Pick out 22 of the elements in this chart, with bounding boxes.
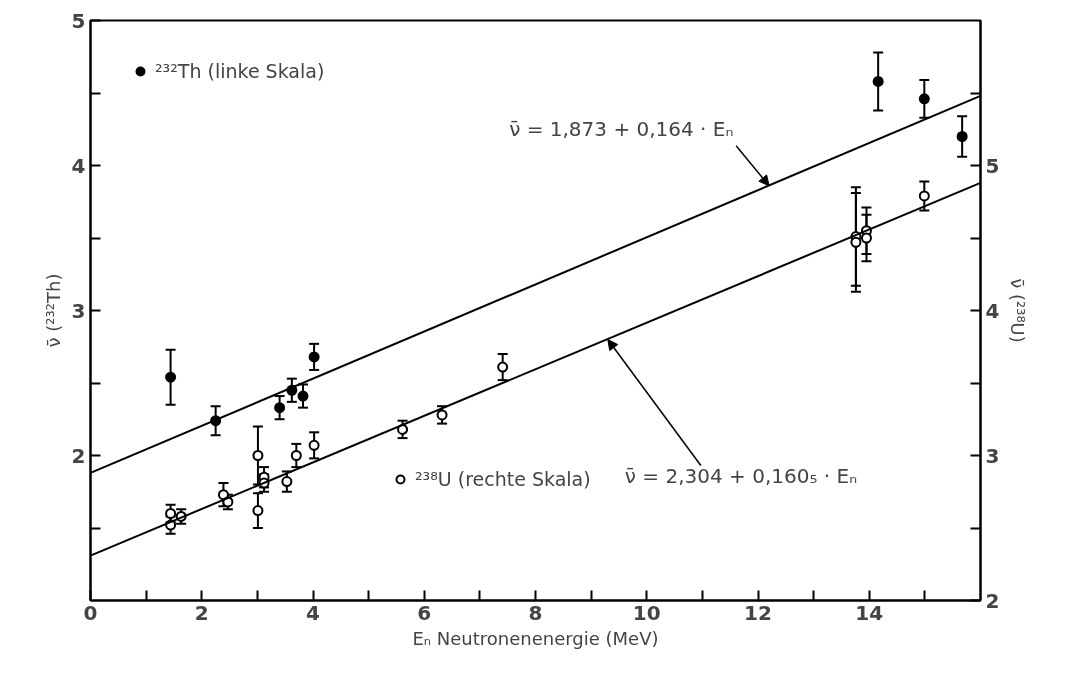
y-tick-label: 5 <box>71 8 86 33</box>
y2-tick-label: 5 <box>985 153 1000 178</box>
y2-axis-title: ν̄ (²³⁸U) <box>1007 278 1029 343</box>
x-tick-label: 0 <box>83 600 98 625</box>
legend-label: ²³²Th (linke Skala) <box>155 60 325 82</box>
annotation: ν̄ = 1,873 + 0,164 · Eₙ <box>509 116 734 141</box>
y-tick-label: 4 <box>71 153 86 178</box>
x-tick-label: 6 <box>417 600 432 625</box>
legend-label: ²³⁸U (rechte Skala) <box>415 468 591 490</box>
x-tick-label: 4 <box>306 600 320 625</box>
x-tick-label: 2 <box>194 600 209 625</box>
y-axis-title: ν̄ (²³²Th) <box>42 273 64 348</box>
y2-tick-label: 4 <box>985 298 1000 323</box>
x-tick-label: 8 <box>528 600 543 625</box>
x-tick-label: 10 <box>632 600 661 625</box>
x-axis-title: Eₙ Neutronenenergie (MeV) <box>412 627 659 649</box>
y2-tick-label: 3 <box>985 443 1000 468</box>
y-tick-label: 3 <box>71 298 86 323</box>
y-tick-label: 2 <box>71 443 86 468</box>
x-tick-label: 12 <box>744 600 772 625</box>
annotation: ν̄ = 2,304 + 0,160₅ · Eₙ <box>624 463 858 488</box>
x-tick-label: 14 <box>855 600 884 625</box>
